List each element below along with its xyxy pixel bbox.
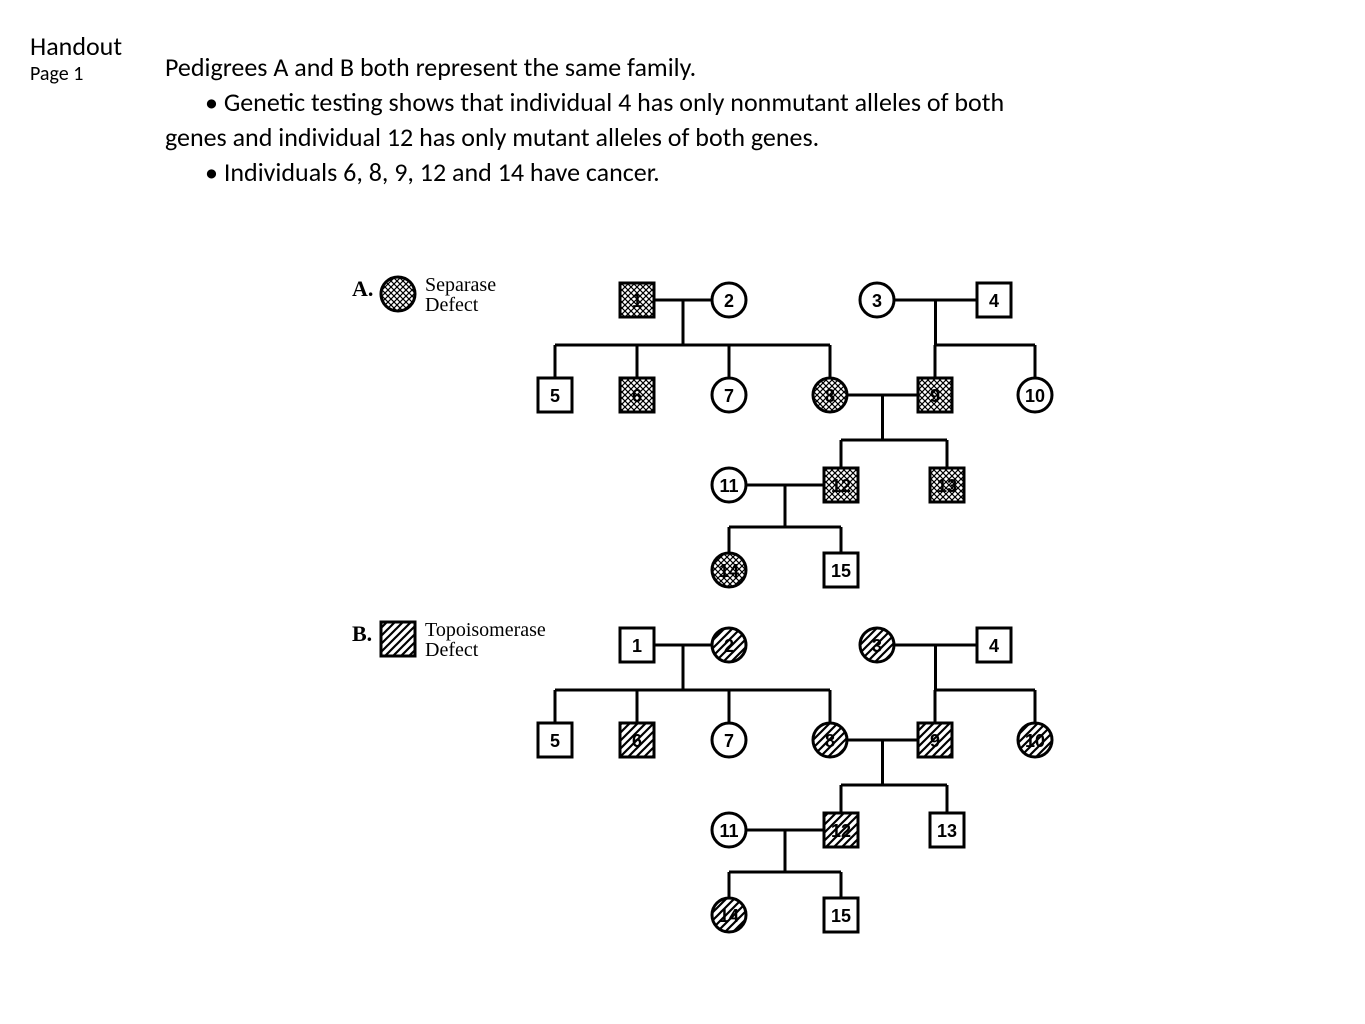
node-label-3: 3 (872, 291, 882, 311)
node-label-5: 5 (550, 386, 560, 406)
node-label-11: 11 (719, 476, 738, 496)
node-label-6: 6 (632, 386, 642, 406)
pedigree-panel-B: B.TopoisomeraseDefect1234567891011121314… (352, 619, 1052, 932)
intro-bullet-1a: • Genetic testing shows that individual … (205, 85, 1065, 120)
node-label-8: 8 (825, 731, 835, 751)
node-label-6: 6 (632, 731, 642, 751)
node-label-15: 15 (831, 906, 851, 926)
handout-label: Handout (30, 30, 122, 62)
node-label-10: 10 (1025, 386, 1045, 406)
intro-bullet-1b: genes and individual 12 has only mutant … (165, 120, 1065, 155)
intro-text: Pedigrees A and B both represent the sam… (165, 50, 1065, 190)
node-label-9: 9 (930, 731, 940, 751)
node-label-9: 9 (930, 386, 940, 406)
legend-symbol-A (381, 277, 415, 311)
legend-line1-A: Separase (425, 274, 496, 296)
node-label-12: 12 (831, 476, 851, 496)
legend-line1-B: Topoisomerase (425, 619, 546, 641)
intro-bullet-2: • Individuals 6, 8, 9, 12 and 14 have ca… (205, 155, 1065, 190)
node-label-1: 1 (632, 291, 642, 311)
intro-line1: Pedigrees A and B both represent the sam… (165, 50, 1065, 85)
node-label-2: 2 (724, 636, 734, 656)
node-label-14: 14 (719, 906, 739, 926)
node-label-14: 14 (719, 561, 739, 581)
legend-line2-A: Defect (425, 294, 479, 316)
node-label-12: 12 (831, 821, 851, 841)
node-label-4: 4 (989, 636, 999, 656)
node-label-10: 10 (1025, 731, 1045, 751)
node-label-1: 1 (632, 636, 642, 656)
pedigree-panel-A: A.SeparaseDefect123456789101112131415 (352, 274, 1052, 587)
page-number: Page 1 (30, 62, 83, 86)
pedigree-diagram: A.SeparaseDefect123456789101112131415B.T… (340, 260, 1100, 980)
node-label-4: 4 (989, 291, 999, 311)
node-label-13: 13 (937, 476, 957, 496)
node-label-15: 15 (831, 561, 851, 581)
node-label-7: 7 (724, 731, 734, 751)
node-label-2: 2 (724, 291, 734, 311)
legend-symbol-B (381, 622, 415, 656)
panel-label-A: A. (352, 276, 373, 301)
node-label-8: 8 (825, 386, 835, 406)
legend-line2-B: Defect (425, 639, 479, 661)
node-label-11: 11 (719, 821, 738, 841)
panel-label-B: B. (352, 621, 372, 646)
node-label-3: 3 (872, 636, 882, 656)
node-label-7: 7 (724, 386, 734, 406)
node-label-13: 13 (937, 821, 957, 841)
node-label-5: 5 (550, 731, 560, 751)
